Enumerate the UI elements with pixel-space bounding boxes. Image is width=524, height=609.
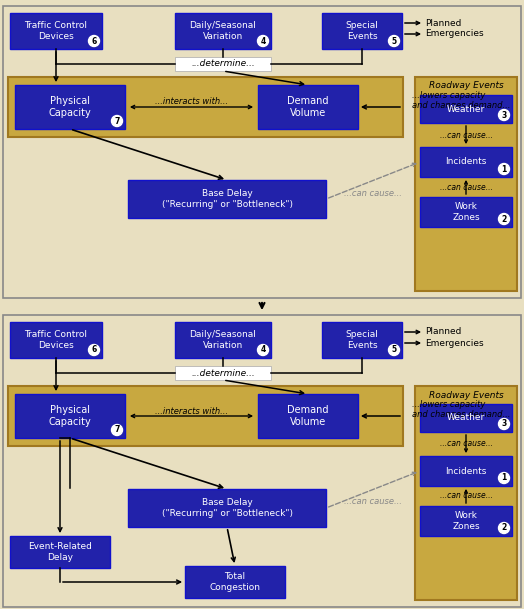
Circle shape xyxy=(388,35,399,46)
Text: 6: 6 xyxy=(91,345,96,354)
Text: Incidents: Incidents xyxy=(445,158,487,166)
Text: Planned: Planned xyxy=(425,328,461,337)
Bar xyxy=(420,95,512,123)
Text: Traffic Control
Devices: Traffic Control Devices xyxy=(25,21,88,41)
Bar xyxy=(420,404,512,432)
Bar xyxy=(415,77,517,291)
Text: ...lowers capacity
and changes demand...: ...lowers capacity and changes demand... xyxy=(412,91,510,110)
Bar xyxy=(15,394,125,438)
Text: Physical
Capacity: Physical Capacity xyxy=(49,96,91,118)
Bar xyxy=(8,77,403,137)
Text: Special
Events: Special Events xyxy=(345,330,378,350)
Text: 3: 3 xyxy=(501,420,507,429)
Text: 4: 4 xyxy=(260,345,266,354)
Text: 5: 5 xyxy=(391,37,397,46)
Text: Emergencies: Emergencies xyxy=(425,29,484,38)
Text: ...lowers capacity
and changes demand...: ...lowers capacity and changes demand... xyxy=(412,400,510,420)
Text: 7: 7 xyxy=(114,116,119,125)
Text: Special
Events: Special Events xyxy=(345,21,378,41)
Bar xyxy=(420,506,512,536)
Text: 5: 5 xyxy=(391,345,397,354)
Text: Event-Related
Delay: Event-Related Delay xyxy=(28,542,92,561)
Circle shape xyxy=(257,35,268,46)
Text: 1: 1 xyxy=(501,164,507,174)
Text: Work
Zones: Work Zones xyxy=(452,202,480,222)
Text: Base Delay
("Recurring" or "Bottleneck"): Base Delay ("Recurring" or "Bottleneck") xyxy=(161,189,292,209)
Circle shape xyxy=(388,345,399,356)
Text: ...can cause...: ...can cause... xyxy=(440,440,493,448)
Bar xyxy=(175,366,271,380)
Text: ...interacts with...: ...interacts with... xyxy=(155,406,228,415)
Bar xyxy=(420,197,512,227)
Text: 1: 1 xyxy=(501,474,507,482)
Text: ...interacts with...: ...interacts with... xyxy=(155,97,228,107)
Text: Base Delay
("Recurring" or "Bottleneck"): Base Delay ("Recurring" or "Bottleneck") xyxy=(161,498,292,518)
Text: Weather: Weather xyxy=(447,105,485,113)
Text: Work
Zones: Work Zones xyxy=(452,512,480,530)
Bar xyxy=(322,13,402,49)
Bar xyxy=(185,566,285,598)
Circle shape xyxy=(498,110,509,121)
Text: ...can cause...: ...can cause... xyxy=(440,491,493,501)
Bar xyxy=(10,536,110,568)
Bar xyxy=(10,322,102,358)
Circle shape xyxy=(498,418,509,429)
Text: 2: 2 xyxy=(501,524,507,532)
Circle shape xyxy=(498,214,509,225)
Text: Roadway Events: Roadway Events xyxy=(429,390,504,400)
Bar xyxy=(415,386,517,600)
Text: ...can cause...: ...can cause... xyxy=(440,130,493,139)
Text: Demand
Volume: Demand Volume xyxy=(287,96,329,118)
Text: Weather: Weather xyxy=(447,414,485,423)
Bar xyxy=(258,85,358,129)
Text: Physical
Capacity: Physical Capacity xyxy=(49,405,91,427)
Text: Planned: Planned xyxy=(425,18,461,27)
Text: Demand
Volume: Demand Volume xyxy=(287,405,329,427)
Text: ...can cause...: ...can cause... xyxy=(440,183,493,191)
Bar xyxy=(322,322,402,358)
Text: 6: 6 xyxy=(91,37,96,46)
Text: 7: 7 xyxy=(114,426,119,434)
Circle shape xyxy=(112,424,123,435)
Bar xyxy=(420,456,512,486)
Circle shape xyxy=(112,116,123,127)
Bar xyxy=(420,147,512,177)
Text: ...can cause...: ...can cause... xyxy=(344,189,402,197)
Bar xyxy=(128,180,326,218)
Text: Traffic Control
Devices: Traffic Control Devices xyxy=(25,330,88,350)
Text: 2: 2 xyxy=(501,214,507,224)
Circle shape xyxy=(498,473,509,484)
Circle shape xyxy=(89,35,100,46)
Text: Daily/Seasonal
Variation: Daily/Seasonal Variation xyxy=(190,330,256,350)
Text: ...determine...: ...determine... xyxy=(191,368,255,378)
Text: Emergencies: Emergencies xyxy=(425,339,484,348)
Circle shape xyxy=(257,345,268,356)
Text: 4: 4 xyxy=(260,37,266,46)
Text: ...can cause...: ...can cause... xyxy=(344,498,402,507)
Bar xyxy=(3,315,521,607)
Bar xyxy=(3,6,521,298)
Text: ...determine...: ...determine... xyxy=(191,60,255,68)
Circle shape xyxy=(89,345,100,356)
Bar xyxy=(175,13,271,49)
Text: Total
Congestion: Total Congestion xyxy=(210,572,260,592)
Bar xyxy=(10,13,102,49)
Circle shape xyxy=(498,163,509,175)
Text: 3: 3 xyxy=(501,110,507,119)
Bar xyxy=(8,386,403,446)
Bar xyxy=(175,322,271,358)
Bar xyxy=(15,85,125,129)
Circle shape xyxy=(498,523,509,533)
Text: Daily/Seasonal
Variation: Daily/Seasonal Variation xyxy=(190,21,256,41)
Bar xyxy=(128,489,326,527)
Text: Incidents: Incidents xyxy=(445,466,487,476)
Text: Roadway Events: Roadway Events xyxy=(429,82,504,91)
Bar xyxy=(258,394,358,438)
Bar xyxy=(175,57,271,71)
